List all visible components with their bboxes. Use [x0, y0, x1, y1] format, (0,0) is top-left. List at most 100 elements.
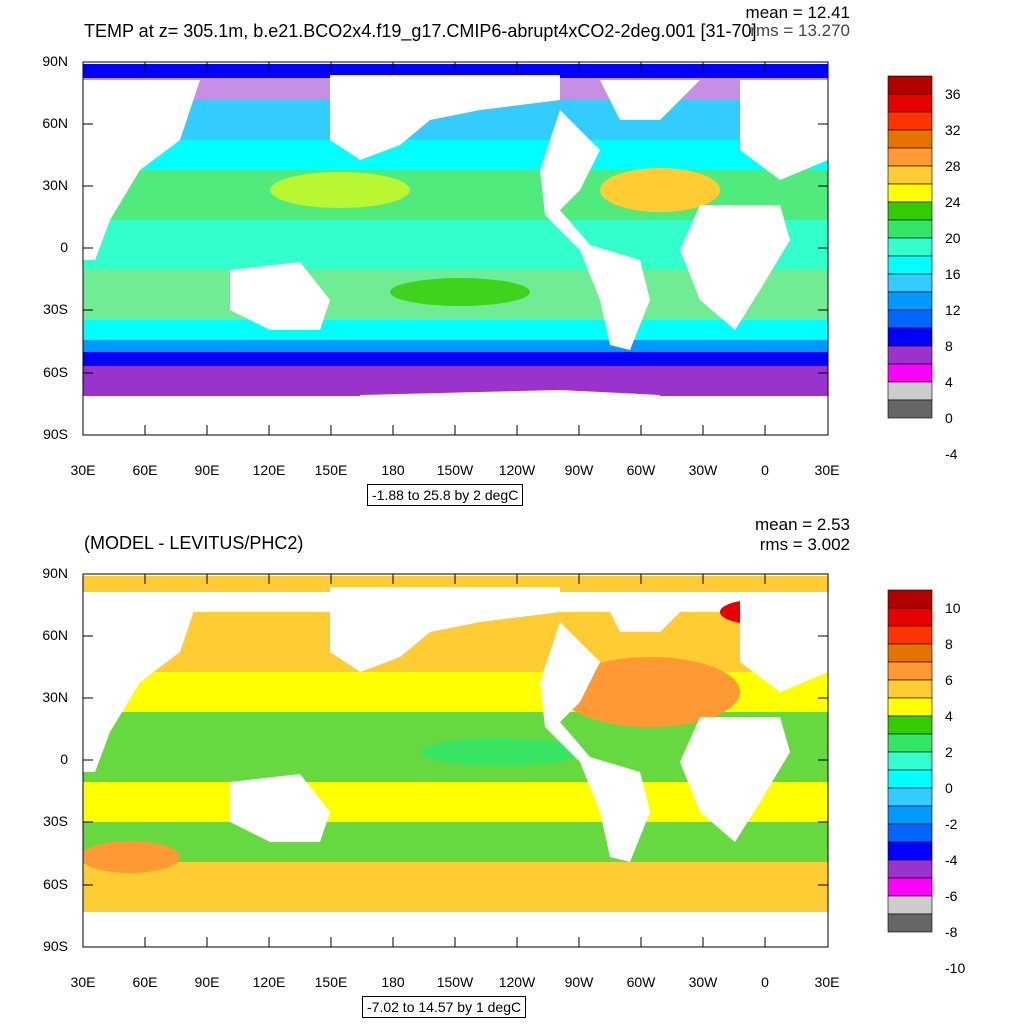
lat-label: 60N — [42, 115, 68, 131]
colorbar-swatch — [887, 201, 933, 221]
lon-label: 90E — [194, 462, 220, 478]
colorbar-swatch — [887, 859, 933, 879]
colorbar-swatch — [887, 93, 933, 113]
colorbar-swatch — [887, 751, 933, 771]
contour-range-box: -7.02 to 14.57 by 1 degC — [362, 996, 527, 1018]
colorbar-swatch — [887, 111, 933, 131]
colorbar-swatch — [887, 643, 933, 663]
colorbar-swatch — [887, 165, 933, 185]
colorbar-label: 28 — [945, 158, 961, 174]
lon-label: 150W — [436, 974, 474, 990]
lat-label: 0 — [60, 239, 68, 255]
lat-label: 90S — [43, 938, 68, 954]
panel-title: TEMP at z= 305.1m, b.e21.BCO2x4.f19_g17.… — [84, 21, 757, 41]
lon-label: 0 — [761, 974, 769, 990]
colorbar-swatch — [887, 913, 933, 933]
lat-label: 30N — [42, 177, 68, 193]
lat-label: 90S — [43, 426, 68, 442]
colorbar-1 — [887, 75, 933, 419]
lat-label: 0 — [60, 751, 68, 767]
colorbar-label: 4 — [945, 374, 953, 390]
lon-label: 180 — [381, 974, 405, 990]
lon-label: 120W — [498, 974, 536, 990]
colorbar-swatch — [887, 219, 933, 239]
colorbar-label: 12 — [945, 302, 961, 318]
rms-value: rms = 13.270 — [750, 21, 850, 40]
lon-label: 180 — [381, 462, 405, 478]
colorbar-swatch — [887, 129, 933, 149]
difference-map-panel: (MODEL - LEVITUS/PHC2) mean = 2.53 rms =… — [0, 512, 1024, 1024]
lon-label: 30W — [688, 974, 718, 990]
lon-label: 120E — [252, 974, 286, 990]
lon-label: 90E — [194, 974, 220, 990]
rms-value: rms = 3.002 — [759, 535, 850, 554]
colorbar-swatch — [887, 589, 933, 609]
colorbar-swatch — [887, 147, 933, 167]
lat-label: 30S — [43, 301, 68, 317]
colorbar-swatch — [887, 787, 933, 807]
colorbar-label: 16 — [945, 266, 961, 282]
colorbar-label: 6 — [945, 672, 953, 688]
lon-label: 30E — [814, 974, 840, 990]
colorbar-label: -6 — [945, 888, 958, 904]
lon-label: 30W — [688, 462, 718, 478]
colorbar-label: -4 — [945, 852, 958, 868]
difference-map — [82, 573, 933, 948]
colorbar-swatch — [887, 679, 933, 699]
colorbar-swatch — [887, 75, 933, 95]
colorbar-2 — [887, 589, 933, 933]
colorbar-swatch — [887, 381, 933, 401]
panel-title: (MODEL - LEVITUS/PHC2) — [84, 533, 304, 553]
colorbar-swatch — [887, 625, 933, 645]
mean-value: mean = 2.53 — [755, 515, 850, 534]
lat-label: 30N — [42, 689, 68, 705]
lon-label: 0 — [761, 462, 769, 478]
colorbar-label: 24 — [945, 194, 961, 210]
temperature-map — [82, 61, 933, 436]
colorbar-swatch — [887, 607, 933, 627]
colorbar-label: 8 — [945, 338, 953, 354]
colorbar-swatch — [887, 183, 933, 203]
colorbar-label: 0 — [945, 780, 953, 796]
colorbar-swatch — [887, 895, 933, 915]
colorbar-swatch — [887, 841, 933, 861]
colorbar-swatch — [887, 291, 933, 311]
lat-label: 90N — [42, 53, 68, 69]
colorbar-label: 4 — [945, 708, 953, 724]
colorbar-swatch — [887, 237, 933, 257]
colorbar-swatch — [887, 363, 933, 383]
colorbar-label: 0 — [945, 410, 953, 426]
colorbar-swatch — [887, 345, 933, 365]
mean-value: mean = 12.41 — [745, 3, 850, 22]
colorbar-swatch — [887, 877, 933, 897]
colorbar-label: -10 — [945, 960, 966, 976]
lat-label: 60S — [43, 364, 68, 380]
lat-label: 60S — [43, 876, 68, 892]
colorbar-label: 20 — [945, 230, 961, 246]
lon-label: 60E — [132, 974, 158, 990]
colorbar-swatch — [887, 255, 933, 275]
lon-label: 30E — [70, 462, 96, 478]
colorbar-swatch — [887, 769, 933, 789]
colorbar-swatch — [887, 327, 933, 347]
colorbar-swatch — [887, 661, 933, 681]
lat-label: 60N — [42, 627, 68, 643]
colorbar-label: -8 — [945, 924, 958, 940]
temperature-map-panel: TEMP at z= 305.1m, b.e21.BCO2x4.f19_g17.… — [42, 3, 961, 506]
lon-label: 150E — [314, 974, 348, 990]
contour-range-box: -1.88 to 25.8 by 2 degC — [367, 484, 524, 506]
colorbar-label: -4 — [945, 446, 958, 462]
lon-label: 120E — [252, 462, 286, 478]
lon-label: 60W — [626, 462, 656, 478]
colorbar-swatch — [887, 733, 933, 753]
lon-label: 90W — [564, 974, 594, 990]
lon-label: 120W — [498, 462, 536, 478]
lon-label: 90W — [564, 462, 594, 478]
colorbar-label: -2 — [945, 816, 958, 832]
colorbar-label: 8 — [945, 636, 953, 652]
colorbar-swatch — [887, 715, 933, 735]
lon-label: 60W — [626, 974, 656, 990]
colorbar-swatch — [887, 823, 933, 843]
colorbar-label: 36 — [945, 86, 961, 102]
colorbar-label: 2 — [945, 744, 953, 760]
